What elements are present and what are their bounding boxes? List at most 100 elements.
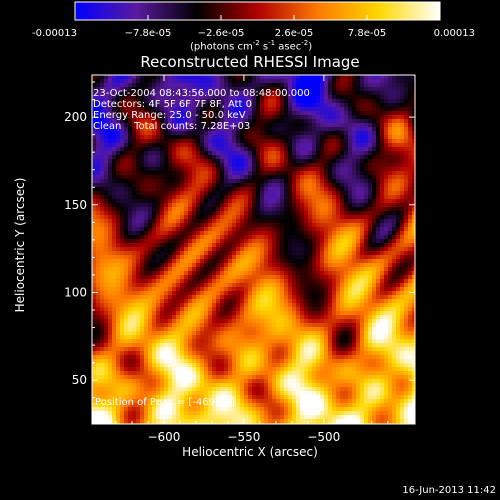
heatmap-cell — [360, 135, 364, 139]
heatmap-cell — [116, 295, 120, 299]
heatmap-cell — [404, 139, 408, 143]
heatmap-cell — [344, 187, 348, 191]
heatmap-cell — [216, 219, 220, 223]
heatmap-cell — [316, 183, 320, 187]
heatmap-cell — [184, 183, 188, 187]
heatmap-cell — [192, 279, 196, 283]
heatmap-cell — [128, 103, 132, 107]
heatmap-cell — [192, 259, 196, 263]
heatmap-cell — [352, 171, 356, 175]
heatmap-cell — [152, 127, 156, 131]
heatmap-cell — [256, 279, 260, 283]
heatmap-cell — [216, 231, 220, 235]
heatmap-cell — [240, 183, 244, 187]
heatmap-cell — [300, 99, 304, 103]
heatmap-cell — [328, 127, 332, 131]
heatmap-cell — [288, 155, 292, 159]
heatmap-cell — [180, 231, 184, 235]
heatmap-cell — [340, 83, 344, 87]
heatmap-cell — [404, 275, 408, 279]
heatmap-cell — [152, 255, 156, 259]
heatmap-cell — [404, 267, 408, 271]
heatmap-cell — [168, 111, 172, 115]
heatmap-cell — [168, 79, 172, 83]
heatmap-cell — [408, 167, 412, 171]
heatmap-cell — [380, 315, 384, 319]
heatmap-cell — [136, 111, 140, 115]
heatmap-cell — [132, 271, 136, 275]
heatmap-cell — [356, 267, 360, 271]
heatmap-cell — [256, 75, 260, 79]
heatmap-cell — [364, 87, 368, 91]
heatmap-cell — [284, 283, 288, 287]
heatmap-cell — [300, 215, 304, 219]
heatmap-cell — [104, 271, 108, 275]
heatmap-cell — [168, 255, 172, 259]
heatmap-cell — [212, 235, 216, 239]
heatmap-cell — [192, 255, 196, 259]
heatmap-cell — [268, 131, 272, 135]
heatmap-cell — [124, 307, 128, 311]
heatmap-cell — [224, 95, 228, 99]
heatmap-cell — [220, 259, 224, 263]
heatmap-cell — [140, 275, 144, 279]
heatmap-cell — [408, 159, 412, 163]
heatmap-cell — [192, 83, 196, 87]
heatmap-cell — [192, 135, 196, 139]
heatmap-cell — [368, 103, 372, 107]
heatmap-cell — [160, 259, 164, 263]
heatmap-cell — [348, 139, 352, 143]
heatmap-cell — [396, 311, 400, 315]
heatmap-cell — [244, 111, 248, 115]
heatmap-cell — [408, 163, 412, 167]
heatmap-cell — [112, 235, 116, 239]
heatmap-cell — [176, 227, 180, 231]
heatmap-cell — [120, 87, 124, 91]
heatmap-cell — [228, 151, 232, 155]
heatmap-cell — [204, 75, 208, 79]
heatmap-cell — [216, 127, 220, 131]
heatmap-cell — [396, 163, 400, 167]
heatmap-cell — [296, 143, 300, 147]
heatmap-cell — [252, 267, 256, 271]
heatmap-cell — [248, 127, 252, 131]
heatmap-cell — [232, 195, 236, 199]
heatmap-cell — [248, 263, 252, 267]
heatmap-cell — [388, 163, 392, 167]
heatmap-cell — [132, 199, 136, 203]
heatmap-cell — [352, 187, 356, 191]
heatmap-cell — [260, 103, 264, 107]
heatmap-cell — [380, 87, 384, 91]
heatmap-cell — [316, 235, 320, 239]
heatmap-cell — [268, 243, 272, 247]
heatmap-cell — [156, 95, 160, 99]
heatmap-cell — [304, 79, 308, 83]
heatmap-cell — [344, 131, 348, 135]
heatmap-cell — [408, 75, 412, 79]
heatmap-cell — [396, 291, 400, 295]
heatmap-cell — [116, 131, 120, 135]
heatmap-cell — [188, 115, 192, 119]
heatmap-cell — [156, 279, 160, 283]
heatmap-cell — [224, 111, 228, 115]
heatmap-cell — [176, 223, 180, 227]
heatmap-cell — [200, 131, 204, 135]
heatmap-cell — [292, 147, 296, 151]
heatmap-cell — [268, 191, 272, 195]
heatmap-cell — [176, 103, 180, 107]
heatmap-cell — [344, 239, 348, 243]
heatmap-cell — [92, 187, 96, 191]
heatmap-cell — [380, 199, 384, 203]
heatmap-cell — [128, 283, 132, 287]
heatmap-cell — [136, 155, 140, 159]
heatmap-cell — [372, 79, 376, 83]
heatmap-cell — [412, 299, 415, 303]
heatmap-cell — [360, 227, 364, 231]
heatmap-cell — [368, 155, 372, 159]
heatmap-cell — [392, 107, 396, 111]
heatmap-cell — [316, 83, 320, 87]
heatmap-cell — [324, 191, 328, 195]
heatmap-cell — [400, 87, 404, 91]
heatmap-cell — [312, 211, 316, 215]
heatmap-cell — [272, 175, 276, 179]
